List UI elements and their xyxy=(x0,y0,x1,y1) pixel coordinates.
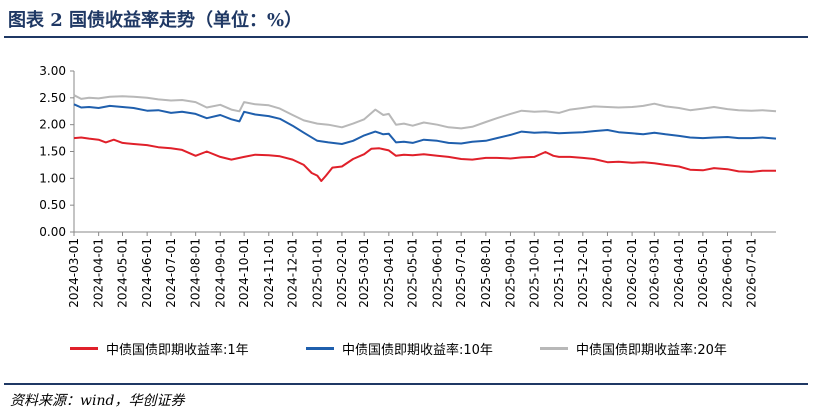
x-tick-label: 2025-10-01 xyxy=(527,238,541,308)
legend-swatch-10y xyxy=(306,346,334,350)
y-tick-label: 1.00 xyxy=(39,171,66,185)
x-tick-label: 2024-03-01 xyxy=(67,238,81,308)
y-tick-label: 3.00 xyxy=(39,64,66,78)
x-tick-label: 2026-04-01 xyxy=(672,238,686,308)
y-tick-label: 1.50 xyxy=(39,145,66,159)
x-tick-label: 2024-10-01 xyxy=(237,238,251,308)
x-tick-label: 2025-03-01 xyxy=(357,238,371,308)
x-tick-label: 2025-11-01 xyxy=(552,238,566,308)
x-tick-label: 2025-06-01 xyxy=(430,238,444,308)
x-tick-label: 2025-07-01 xyxy=(454,238,468,308)
x-tick-label: 2025-05-01 xyxy=(406,238,420,308)
x-tick-label: 2024-07-01 xyxy=(164,238,178,308)
series-line-10y xyxy=(73,103,777,145)
x-tick-label: 2024-11-01 xyxy=(262,238,276,308)
x-tick-label: 2026-01-01 xyxy=(600,238,614,308)
figure-title: 图表 2 国债收益率走势（单位：%） xyxy=(8,10,303,31)
title-divider xyxy=(4,36,808,38)
x-tick-label: 2025-12-01 xyxy=(576,238,590,308)
x-tick-label: 2026-02-01 xyxy=(625,238,639,308)
x-tick-label: 2025-04-01 xyxy=(382,238,396,308)
x-tick-label: 2024-06-01 xyxy=(140,238,154,308)
legend-label-10y: 中债国债即期收益率:10年 xyxy=(342,342,493,358)
x-tick-label: 2024-12-01 xyxy=(286,238,300,308)
x-tick-label: 2026-03-01 xyxy=(647,238,661,308)
legend-swatch-1y xyxy=(70,346,98,350)
source-note: 资料来源：wind，华创证券 xyxy=(10,393,185,409)
source-divider xyxy=(4,383,808,385)
y-tick-label: 2.00 xyxy=(39,118,66,132)
x-tick-label: 2026-07-01 xyxy=(744,238,758,308)
legend-swatch-20y xyxy=(540,346,568,350)
x-tick-label: 2025-09-01 xyxy=(503,238,517,308)
x-tick-label: 2024-09-01 xyxy=(213,238,227,308)
legend-item-20y: 中债国债即期收益率:20年 xyxy=(540,338,727,358)
x-tick-label: 2024-08-01 xyxy=(189,238,203,308)
y-tick-label: 2.50 xyxy=(39,91,66,105)
x-tick-label: 2024-04-01 xyxy=(92,238,106,308)
y-tick-label: 0.00 xyxy=(39,225,66,239)
y-tick-label: 0.50 xyxy=(39,198,66,212)
legend-label-1y: 中债国债即期收益率:1年 xyxy=(106,342,249,358)
legend-item-10y: 中债国债即期收益率:10年 xyxy=(306,338,493,358)
x-tick-label: 2026-05-01 xyxy=(696,238,710,308)
series-line-20y xyxy=(73,94,777,130)
x-tick-label: 2024-05-01 xyxy=(115,238,129,308)
legend-item-1y: 中债国债即期收益率:1年 xyxy=(70,338,249,358)
x-tick-label: 2025-01-01 xyxy=(310,238,324,308)
chart-legend: 中债国债即期收益率:1年 中债国债即期收益率:10年 中债国债即期收益率:20年 xyxy=(70,338,790,358)
x-tick-label: 2026-06-01 xyxy=(721,238,735,308)
series-line-1y xyxy=(73,136,776,182)
legend-label-20y: 中债国债即期收益率:20年 xyxy=(576,342,727,358)
x-tick-label: 2025-08-01 xyxy=(479,238,493,308)
x-tick-label: 2025-02-01 xyxy=(335,238,349,308)
